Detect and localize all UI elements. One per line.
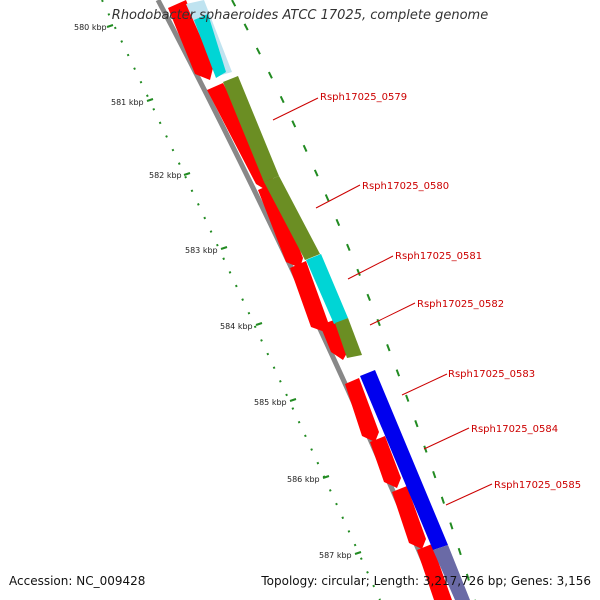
cds-arrow[interactable] bbox=[168, 0, 213, 80]
backbone-track bbox=[155, 0, 443, 600]
genome-summary-text: Topology: circular; Length: 3,217,726 bp… bbox=[261, 574, 591, 588]
cds-arrow[interactable] bbox=[392, 486, 426, 549]
leader-line bbox=[315, 184, 361, 209]
kbp-tick-label: 582 kbp bbox=[149, 171, 182, 180]
kbp-tick-label: 583 kbp bbox=[185, 246, 218, 255]
map-title: Rhodobacter sphaeroides ATCC 17025, comp… bbox=[111, 8, 489, 23]
gene-label[interactable]: Rsph17025_0583 bbox=[448, 369, 535, 380]
kbp-tick-labels: 580 kbp 581 kbp 582 kbp 583 kbp 584 kbp … bbox=[74, 23, 352, 560]
kbp-tick-label: 580 kbp bbox=[74, 23, 107, 32]
kbp-major-tick bbox=[289, 398, 297, 402]
leader-line bbox=[445, 483, 493, 506]
gene-label[interactable]: Rsph17025_0580 bbox=[362, 181, 449, 192]
gene-segment-olive[interactable] bbox=[223, 76, 279, 182]
cds-arrow[interactable] bbox=[290, 261, 328, 332]
accession-text: Accession: NC_009428 bbox=[9, 574, 146, 588]
kbp-tick-label: 581 kbp bbox=[111, 98, 144, 107]
gene-segment-slate[interactable] bbox=[433, 545, 470, 600]
kbp-tick-label: 586 kbp bbox=[287, 475, 320, 484]
kbp-ruler bbox=[101, 0, 381, 600]
kbp-major-tick bbox=[106, 24, 114, 28]
kbp-major-tick bbox=[255, 322, 263, 326]
kbp-tick-label: 584 kbp bbox=[220, 322, 253, 331]
gene-segment-cyan[interactable] bbox=[194, 14, 226, 78]
leader-line bbox=[401, 373, 448, 396]
cds-arrow[interactable] bbox=[345, 378, 379, 442]
kbp-major-tick bbox=[220, 246, 228, 250]
leader-line bbox=[423, 427, 470, 450]
kbp-tick-label: 585 kbp bbox=[254, 398, 287, 407]
gene-label[interactable]: Rsph17025_0579 bbox=[320, 92, 407, 103]
kbp-major-tick bbox=[322, 475, 330, 479]
leader-line bbox=[272, 97, 319, 121]
gene-segment-olive[interactable] bbox=[335, 318, 362, 358]
kbp-major-tick bbox=[183, 172, 191, 176]
cds-arrow[interactable] bbox=[320, 320, 347, 360]
kbp-tick-label: 587 kbp bbox=[319, 551, 352, 560]
category-track bbox=[186, 0, 470, 600]
gene-label[interactable]: Rsph17025_0584 bbox=[471, 424, 558, 435]
leader-line bbox=[347, 255, 394, 280]
cds-arrow[interactable] bbox=[370, 436, 401, 488]
gene-labels: Rsph17025_0579 Rsph17025_0580 Rsph17025_… bbox=[320, 92, 581, 491]
gene-segment-olive[interactable] bbox=[264, 176, 320, 260]
gene-label[interactable]: Rsph17025_0581 bbox=[395, 251, 482, 262]
gene-label[interactable]: Rsph17025_0582 bbox=[417, 299, 504, 310]
kbp-major-tick bbox=[146, 98, 154, 102]
cds-arrow[interactable] bbox=[417, 544, 452, 600]
gene-segment-cyan[interactable] bbox=[306, 254, 348, 324]
cds-track bbox=[168, 0, 452, 600]
gene-label[interactable]: Rsph17025_0585 bbox=[494, 480, 581, 491]
leader-line bbox=[369, 302, 416, 326]
kbp-major-ticks bbox=[106, 24, 362, 555]
kbp-major-tick bbox=[354, 551, 362, 555]
gene-segment-blue[interactable] bbox=[360, 370, 448, 550]
cds-arrow[interactable] bbox=[258, 183, 303, 268]
outer-dashed-ring bbox=[231, 0, 476, 600]
gene-leader-lines bbox=[272, 97, 493, 506]
